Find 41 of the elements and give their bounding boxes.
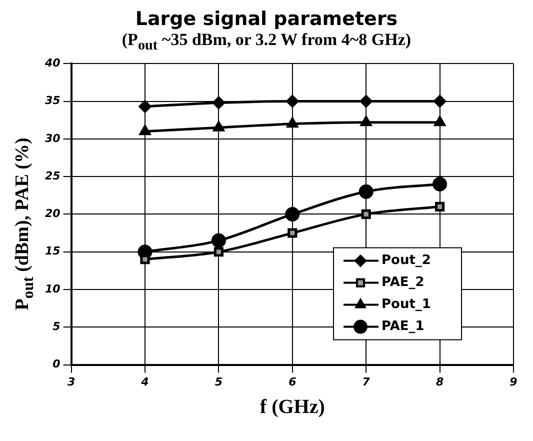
x-axis-title: f (GHz)	[260, 396, 325, 419]
x-tick-label: 5	[214, 376, 223, 389]
point	[360, 116, 372, 126]
point	[358, 184, 374, 200]
point	[285, 207, 300, 222]
legend-label: Pout_2	[382, 254, 431, 269]
x-tick-label: 9	[510, 376, 518, 389]
point	[139, 126, 151, 136]
point	[288, 228, 298, 238]
y-tick-label: 5	[52, 320, 61, 334]
y-tick-label: 30	[44, 132, 61, 146]
x-tick-label: 4	[140, 376, 149, 389]
legend-label: Pout_1	[382, 298, 431, 313]
point	[361, 210, 371, 220]
legend-label: PAE_2	[382, 276, 424, 291]
y-tick-label: 10	[44, 282, 61, 296]
point	[138, 100, 152, 114]
point	[435, 202, 445, 212]
x-tick-label: 3	[67, 376, 76, 389]
point	[214, 247, 224, 258]
point	[434, 95, 446, 108]
chart-title: Large signal parameters	[134, 8, 399, 30]
point	[212, 96, 225, 110]
y-tick-label: 25	[44, 170, 61, 183]
y-tick-label: 15	[44, 245, 61, 258]
point	[286, 95, 299, 108]
x-tick-label: 7	[362, 376, 370, 389]
y-tick-label: 0	[52, 358, 61, 372]
x-tick-label: 8	[436, 376, 444, 389]
y-tick-label: 35	[44, 94, 61, 108]
point	[286, 118, 298, 128]
y-tick-label: 20	[44, 207, 61, 220]
y-tick-label: 40	[44, 56, 61, 70]
point	[213, 122, 224, 132]
legend-label: PAE_1	[382, 320, 424, 335]
x-tick-label: 6	[288, 376, 297, 389]
point	[360, 95, 372, 108]
point	[432, 177, 448, 192]
point	[434, 116, 446, 126]
chart-subtitle: (P$_{out}$ ~35 dBm, or 3.2 W from 4~8 GHz)	[120, 30, 412, 54]
point	[211, 234, 226, 248]
